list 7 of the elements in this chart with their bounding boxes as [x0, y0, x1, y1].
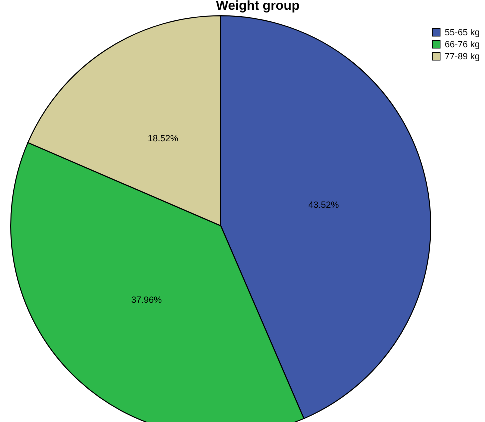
data-label: 18.52% — [148, 133, 179, 144]
data-label: 37.96% — [131, 295, 162, 306]
legend-label: 66-76 kg — [445, 40, 480, 50]
legend-label: 77-89 kg — [445, 52, 480, 62]
legend-label: 55-65 kg — [445, 28, 480, 38]
data-label: 43.52% — [308, 200, 340, 210]
chart-title: Weight group — [216, 0, 300, 13]
